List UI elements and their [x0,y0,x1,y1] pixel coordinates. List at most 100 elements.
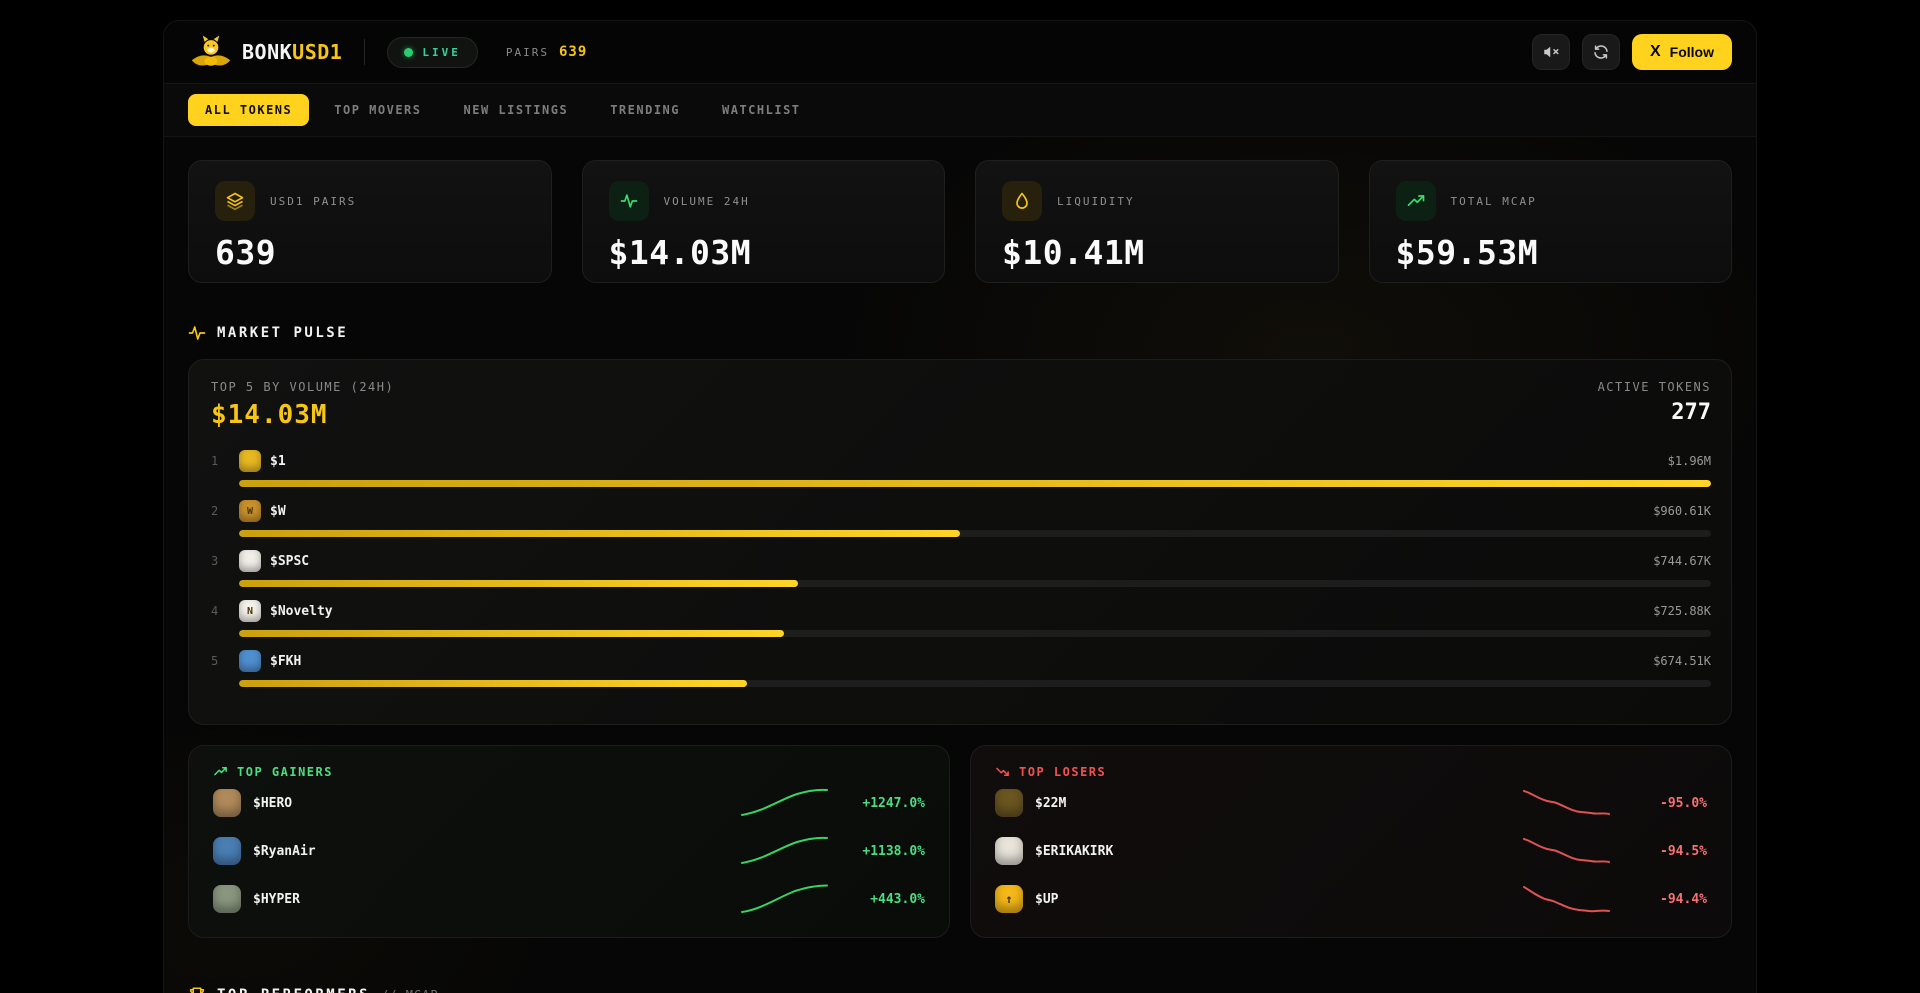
trophy-icon [189,987,205,993]
mute-button[interactable] [1532,34,1570,70]
stat-label: LIQUIDITY [1057,194,1135,208]
tab-all-tokens[interactable]: ALL TOKENS [188,94,310,126]
live-label: LIVE [422,45,461,59]
droplet-icon [1002,181,1042,221]
live-dot-icon [404,47,414,57]
pairs-counter: PAIRS 639 [506,44,587,60]
refresh-button[interactable] [1582,34,1620,70]
market-pulse-card: TOP 5 BY VOLUME (24H) $14.03M ACTIVE TOK… [188,359,1732,725]
top-performers-heading: TOP PERFORMERS // MCAP [188,986,1732,993]
token-avatar [213,837,241,865]
pairs-value: 639 [558,44,588,60]
tab-new-listings[interactable]: NEW LISTINGS [447,94,586,126]
change-percent: -94.5% [1660,843,1707,859]
brand-secondary: USD1 [292,40,343,64]
stat-card-usd1-pairs: USD1 PAIRS 639 [188,160,552,283]
token-row[interactable]: 2 W $W $960.61K [211,500,1711,537]
activity-icon [608,181,649,221]
gainer-row[interactable]: $RyanAir +1138.0% [213,827,925,875]
volume-summary-value: $14.03M [211,400,328,430]
section-title: TOP PERFORMERS [217,987,370,993]
header-actions: X Follow [1532,34,1732,70]
token-row[interactable]: 1 $1 $1.96M [211,450,1711,487]
volume-bar [239,680,747,687]
gainer-row[interactable]: $HERO +1247.0% [213,779,925,827]
active-tokens-value: 277 [1671,400,1711,425]
top-gainers-heading: TOP GAINERS [213,764,925,779]
stat-label: TOTAL MCAP [1450,194,1537,208]
pulse-icon [188,326,206,340]
trending-up-icon [214,767,227,776]
volume-bar-track [239,530,1711,537]
token-row[interactable]: 5 $FKH $674.51K [211,650,1711,687]
stat-value: $10.41M [1002,233,1145,272]
rank-label: 5 [211,654,219,668]
volume-bar [239,630,784,637]
volume-summary: TOP 5 BY VOLUME (24H) $14.03M [211,380,394,430]
top-losers-card: TOP LOSERS $22M -95.0% $ERIKAKIRK [970,745,1732,938]
token-volume: $725.88K [1653,604,1711,618]
volume-bar-track [239,480,1711,487]
rank-label: 1 [211,454,219,468]
token-avatar [213,885,241,913]
token-avatar [995,837,1023,865]
main-content: USD1 PAIRS 639 VOLUME 24H $14.03M [164,160,1756,993]
tab-trending[interactable]: TRENDING [593,94,697,126]
x-logo-icon: X [1650,43,1661,60]
token-row[interactable]: 3 $SPSC $744.67K [211,550,1711,587]
up-sparkline-icon [741,884,828,913]
header: BONKUSD1 LIVE PAIRS 639 [164,21,1756,84]
trending-up-icon [1395,181,1436,221]
speaker-muted-icon [1544,46,1559,58]
up-sparkline-icon [741,836,828,864]
stat-card-liquidity: LIQUIDITY $10.41M [975,160,1339,283]
token-symbol: $1 [270,453,286,469]
rank-label: 3 [211,554,219,568]
loser-row[interactable]: ↑ $UP -94.4% [995,875,1707,923]
token-symbol: $UP [1035,891,1059,907]
market-pulse-heading: MARKET PULSE [188,324,1732,342]
token-volume: $960.61K [1653,504,1711,518]
volume-bar [239,580,799,587]
token-volume: $674.51K [1653,654,1711,668]
gainer-row[interactable]: $HYPER +443.0% [213,875,925,923]
stat-label: USD1 PAIRS [270,194,357,208]
token-avatar: N [239,600,261,622]
token-avatar [995,789,1023,817]
active-tokens-summary: ACTIVE TOKENS 277 [1598,380,1711,425]
token-row[interactable]: 4 N $Novelty $725.88K [211,600,1711,637]
token-volume: $744.67K [1653,554,1711,568]
brand-title: BONKUSD1 [242,40,342,64]
top-gainers-card: TOP GAINERS $HERO +1247.0% $RyanAir [188,745,950,938]
loser-row[interactable]: $22M -95.0% [995,779,1707,827]
token-symbol: $SPSC [270,553,310,569]
token-symbol: $ERIKAKIRK [1035,843,1114,859]
token-avatar [239,550,261,572]
top-gainers-title: TOP GAINERS [237,764,333,779]
stats-row: USD1 PAIRS 639 VOLUME 24H $14.03M [188,160,1732,283]
stat-value: 639 [215,233,277,272]
token-volume: $1.96M [1667,454,1711,468]
layers-icon [215,181,255,221]
header-divider [364,39,366,65]
volume-bar-track [239,580,1711,587]
section-subtitle: // MCAP [381,988,439,993]
token-symbol: $HYPER [253,891,300,907]
token-symbol: $W [270,503,286,519]
token-avatar: W [239,500,261,522]
rank-label: 2 [211,504,219,518]
tab-top-movers[interactable]: TOP MOVERS [317,94,438,126]
loser-row[interactable]: $ERIKAKIRK -94.5% [995,827,1707,875]
change-percent: +443.0% [870,891,925,907]
live-badge: LIVE [387,36,478,68]
stat-card-volume: VOLUME 24H $14.03M [581,160,945,283]
stat-card-total-mcap: TOTAL MCAP $59.53M [1368,160,1732,283]
active-tokens-label: ACTIVE TOKENS [1597,380,1711,394]
tab-watchlist[interactable]: WATCHLIST [705,94,818,126]
top-losers-heading: TOP LOSERS [995,764,1707,779]
change-percent: +1247.0% [862,795,925,811]
bonk-logo-icon [188,32,234,72]
token-symbol: $HERO [253,795,293,811]
follow-button[interactable]: X Follow [1632,34,1732,70]
token-avatar [213,789,241,817]
